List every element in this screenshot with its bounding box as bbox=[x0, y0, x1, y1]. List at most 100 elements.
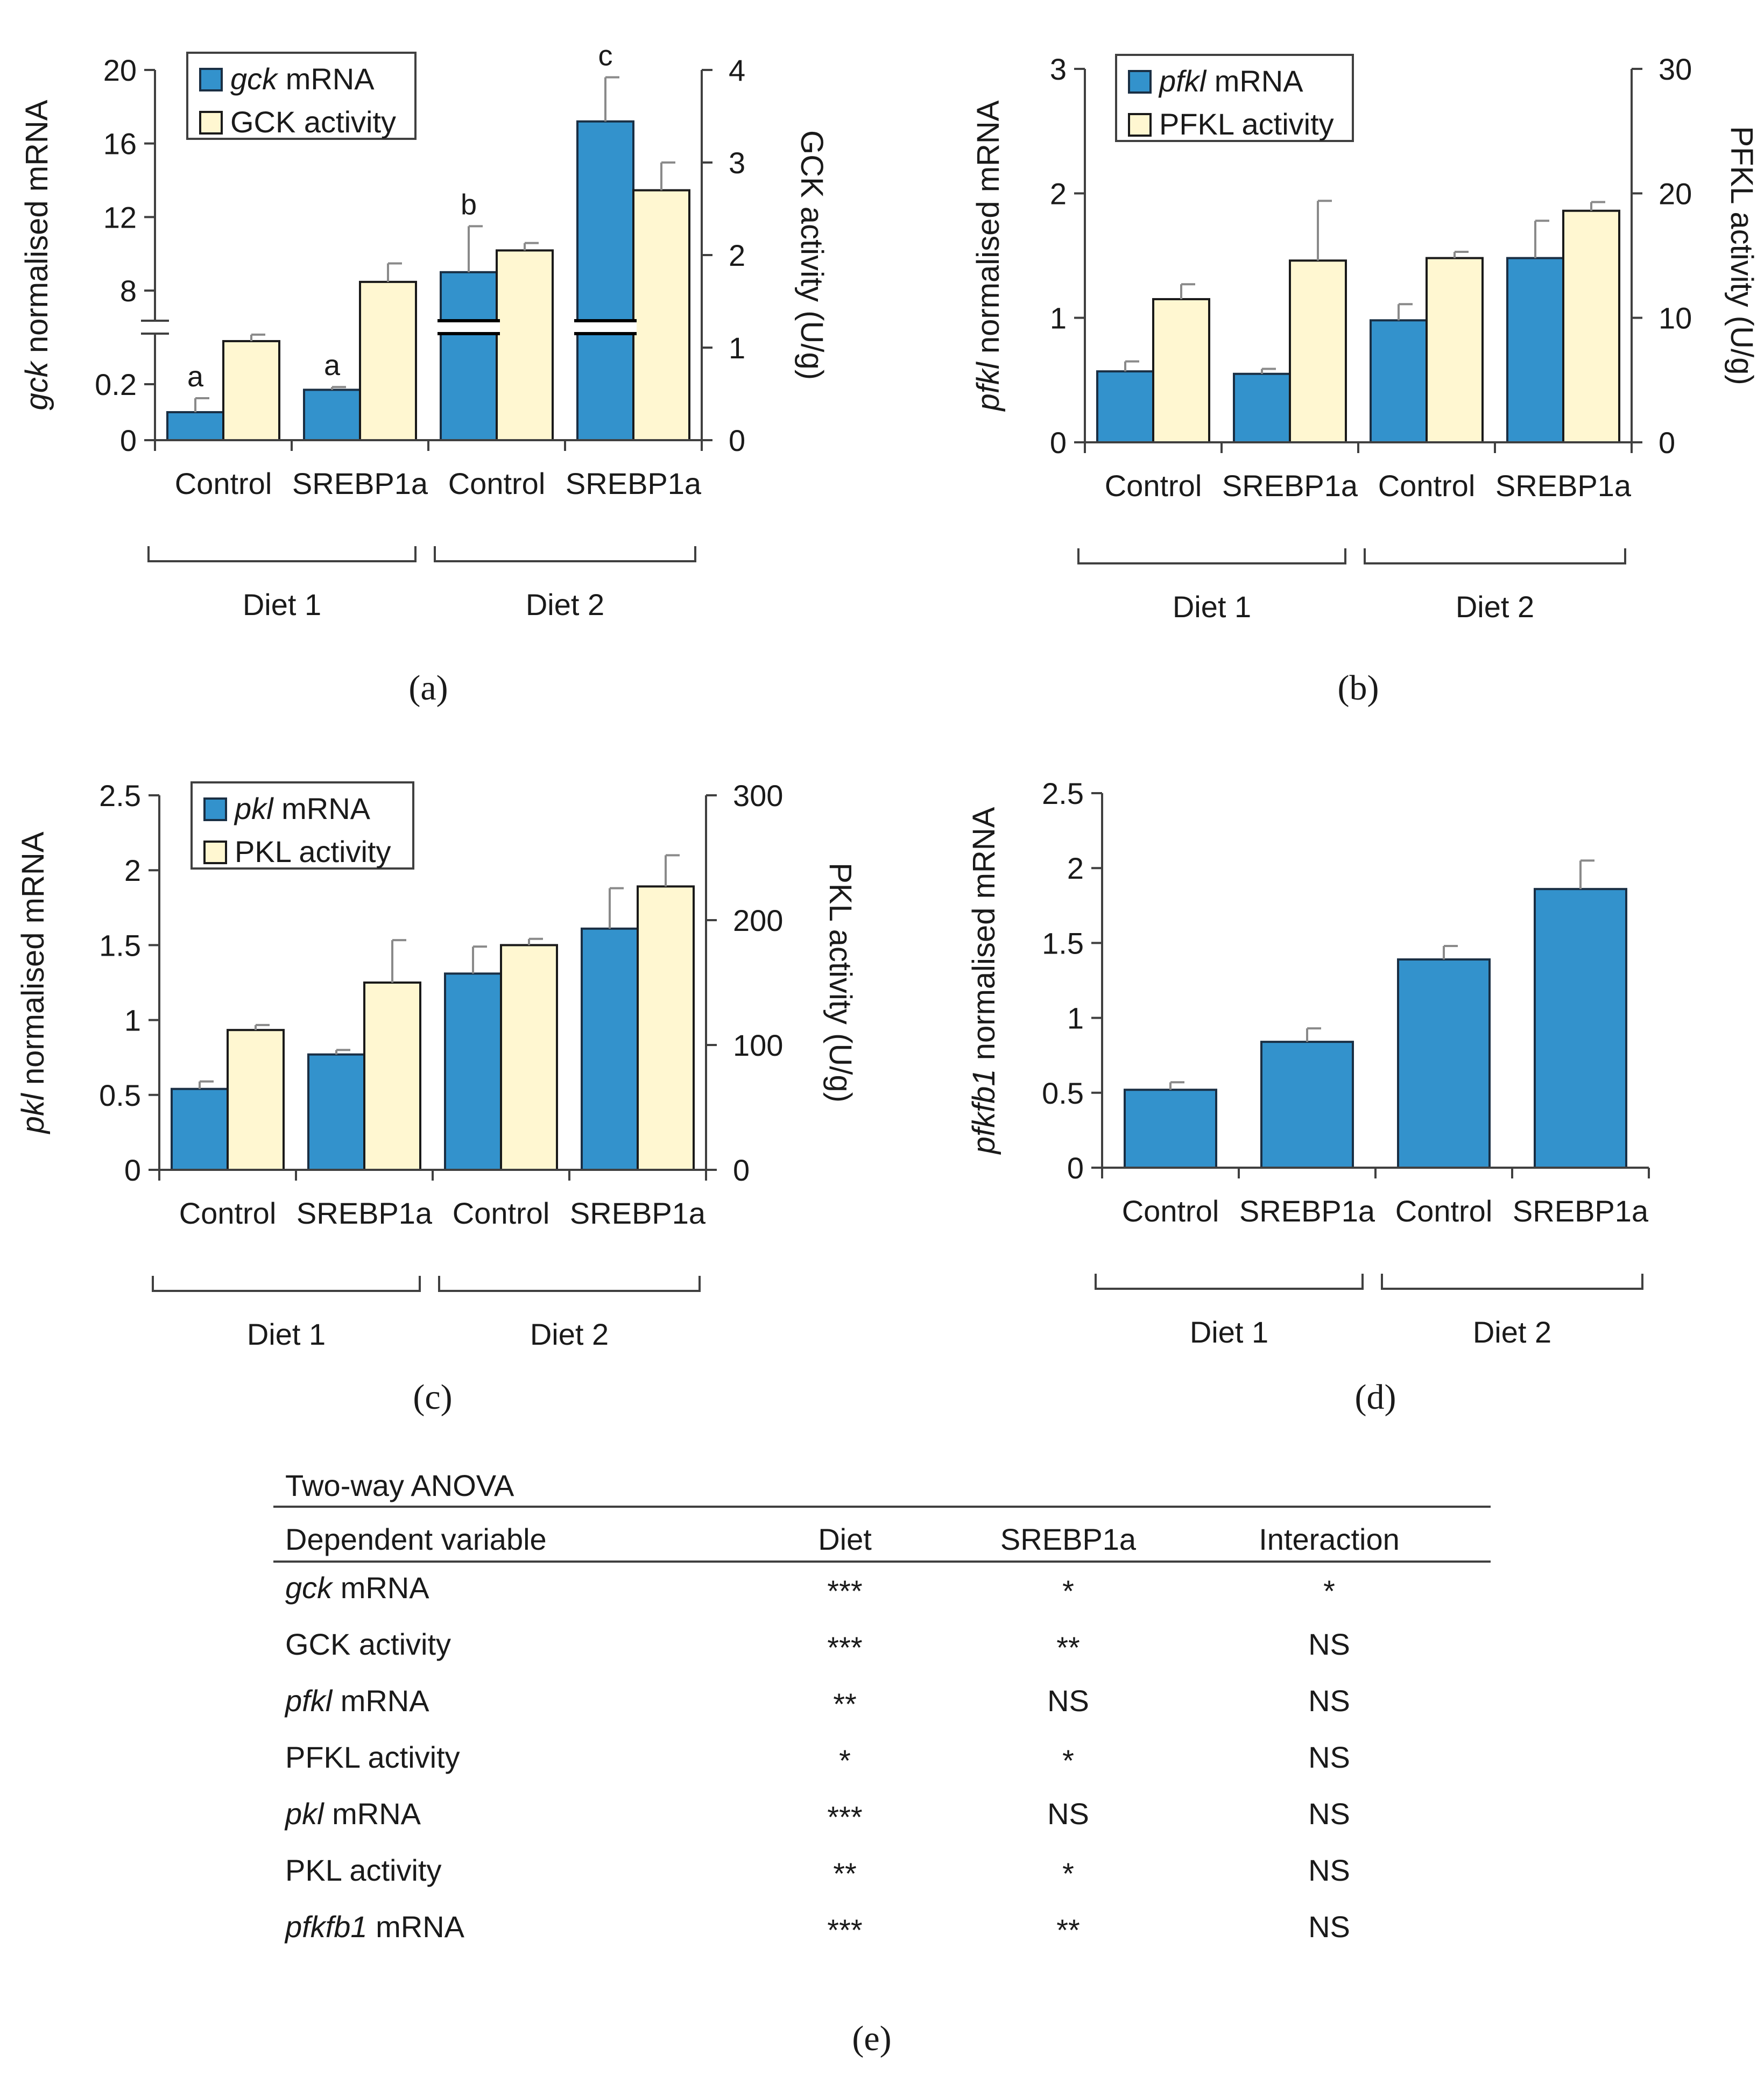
y-axis-label-left-italic: pkl bbox=[16, 1092, 51, 1134]
group-label: Diet 2 bbox=[526, 588, 604, 622]
table-cell-diet: *** bbox=[827, 1574, 862, 1608]
activity-bar bbox=[222, 340, 280, 442]
y-tick-label-left: 2.5 bbox=[99, 779, 141, 813]
activity-bar bbox=[359, 280, 417, 441]
x-tick-label: SREBP1a bbox=[1239, 1194, 1375, 1228]
group-bracket bbox=[152, 1276, 421, 1292]
y-tick-label-left: 0 bbox=[1067, 1151, 1084, 1185]
chart-panel-c: Control SREBP1a Control SREBP1a Diet 1 Diet 2… bbox=[16, 779, 858, 1417]
x-tick-label: SREBP1a bbox=[566, 467, 702, 500]
y-tick-label-left: 0.5 bbox=[99, 1078, 141, 1112]
table-row-variable: pfkl mRNA bbox=[284, 1684, 429, 1718]
x-tick-label: Control bbox=[1378, 469, 1476, 503]
y-axis-label-left-italic: pfkfb1 bbox=[966, 1069, 1001, 1155]
axis-break-gap bbox=[144, 322, 166, 333]
y-tick-label-left: 2 bbox=[1050, 176, 1067, 210]
mrna-bar bbox=[1397, 958, 1491, 1169]
panel-label: (c) bbox=[413, 1378, 452, 1417]
y-tick-label-left: 0.5 bbox=[1042, 1076, 1084, 1110]
legend-swatch-activity bbox=[203, 841, 227, 864]
x-tick-label: SREBP1a bbox=[297, 1196, 433, 1230]
legend-entry-italic: gck bbox=[230, 62, 279, 96]
table-row-variable: pkl mRNA bbox=[284, 1797, 421, 1831]
table-row-variable-italic: pkl bbox=[284, 1797, 324, 1831]
y-tick-label-right: 100 bbox=[733, 1028, 783, 1062]
mrna-bar bbox=[1233, 372, 1291, 443]
bar-break-gap bbox=[574, 322, 637, 333]
legend-entry-rest: mRNA bbox=[273, 792, 371, 825]
group-label: Diet 1 bbox=[1173, 590, 1251, 624]
x-tick-label: Control bbox=[453, 1196, 550, 1230]
legend-entry-italic: pfkl bbox=[1158, 64, 1207, 98]
mrna-bar bbox=[1124, 1089, 1217, 1169]
group-bracket bbox=[1077, 548, 1346, 564]
y-tick-label-left: 8 bbox=[120, 274, 137, 308]
table-cell-diet: ** bbox=[833, 1856, 857, 1890]
y-tick-label-right: 2 bbox=[729, 238, 745, 272]
legend-entry-rest: mRNA bbox=[277, 62, 375, 96]
y-axis-label-left-rest: normalised mRNA bbox=[966, 807, 1001, 1069]
y-tick-label-right: 200 bbox=[733, 903, 783, 937]
y-tick-label-right: 30 bbox=[1659, 52, 1692, 86]
x-tick-label: Control bbox=[179, 1196, 277, 1230]
y-tick-label-left: 0 bbox=[120, 423, 137, 457]
y-tick-label-left: 0 bbox=[1050, 426, 1067, 460]
y-tick-label-right: 3 bbox=[729, 146, 745, 180]
table-row-variable-rest: PKL activity bbox=[285, 1853, 441, 1887]
y-tick-label-left: 1 bbox=[1050, 301, 1067, 335]
table-cell-srebp1a: NS bbox=[1047, 1797, 1089, 1831]
table-cell-interaction: NS bbox=[1308, 1853, 1350, 1887]
y-tick-label-left: 20 bbox=[103, 53, 137, 87]
mrna-bar bbox=[440, 271, 498, 441]
table-cell-diet: * bbox=[839, 1743, 851, 1777]
x-tick-label: Control bbox=[1122, 1194, 1219, 1228]
panel-label: (b) bbox=[1338, 668, 1379, 708]
column-header: Dependent variable bbox=[285, 1522, 547, 1556]
mrna-bar bbox=[166, 411, 224, 441]
y-axis-label-left-italic: pfkl bbox=[971, 361, 1006, 412]
chart-panel-a: a a b c Control SREBP1a Control SREBP1a Diet 1 Di… bbox=[19, 40, 829, 708]
activity-bar bbox=[1426, 257, 1484, 443]
group-label: Diet 1 bbox=[1190, 1315, 1268, 1349]
legend-swatch-mrna bbox=[199, 68, 223, 91]
panel-label: (e) bbox=[852, 2019, 891, 2058]
x-tick-label: Control bbox=[1105, 469, 1202, 503]
x-tick-label: SREBP1a bbox=[570, 1196, 706, 1230]
group-label: Diet 2 bbox=[530, 1317, 609, 1351]
legend-entry: PFKL activity bbox=[1159, 107, 1334, 141]
group-label: Diet 1 bbox=[247, 1317, 326, 1351]
table-row-variable: PFKL activity bbox=[285, 1740, 460, 1774]
activity-bar bbox=[632, 189, 690, 441]
table-row-variable-rest: PFKL activity bbox=[285, 1740, 460, 1774]
table-row-variable-rest: GCK activity bbox=[285, 1627, 451, 1661]
y-tick-label-left: 16 bbox=[103, 127, 137, 161]
table-cell-srebp1a: ** bbox=[1056, 1630, 1080, 1664]
y-tick-label-right: 1 bbox=[729, 331, 745, 365]
mrna-bar bbox=[307, 1053, 365, 1171]
y-axis-label-left: pfkfb1 normalised mRNA bbox=[966, 807, 1001, 1155]
table-cell-diet: *** bbox=[827, 1800, 862, 1834]
y-tick-label-left: 12 bbox=[103, 200, 137, 234]
table-row-variable-rest: mRNA bbox=[332, 1571, 429, 1605]
significance-letter: a bbox=[187, 361, 204, 393]
chart-panel-d: Control SREBP1a Control SREBP1a Diet 1 Diet 2… bbox=[966, 776, 1650, 1417]
table-cell-interaction: NS bbox=[1308, 1740, 1350, 1774]
mrna-bar bbox=[1506, 257, 1564, 443]
table-cell-srebp1a: ** bbox=[1056, 1913, 1080, 1947]
panel-label: (d) bbox=[1355, 1378, 1396, 1417]
mrna-bar bbox=[576, 120, 634, 441]
y-axis-label-right: PKL activity (U/g) bbox=[823, 863, 858, 1103]
table-row-variable-italic: pfkl bbox=[284, 1684, 333, 1718]
activity-bar bbox=[1152, 298, 1210, 443]
y-axis-label-left-italic: gck bbox=[19, 360, 54, 410]
mrna-bar bbox=[1534, 888, 1627, 1169]
chart-panel-b: Control SREBP1a Control SREBP1a Diet 1 Diet 2… bbox=[971, 52, 1759, 708]
x-tick-label: Control bbox=[448, 467, 546, 500]
activity-bar bbox=[363, 981, 421, 1171]
legend-swatch-mrna bbox=[203, 797, 227, 821]
panel-label: (a) bbox=[408, 668, 448, 708]
y-axis-label-left-rest: normalised mRNA bbox=[19, 100, 54, 362]
table-row-variable-rest: mRNA bbox=[332, 1684, 429, 1718]
x-tick-label: Control bbox=[1395, 1194, 1493, 1228]
legend-entry-rest: mRNA bbox=[1206, 64, 1303, 98]
